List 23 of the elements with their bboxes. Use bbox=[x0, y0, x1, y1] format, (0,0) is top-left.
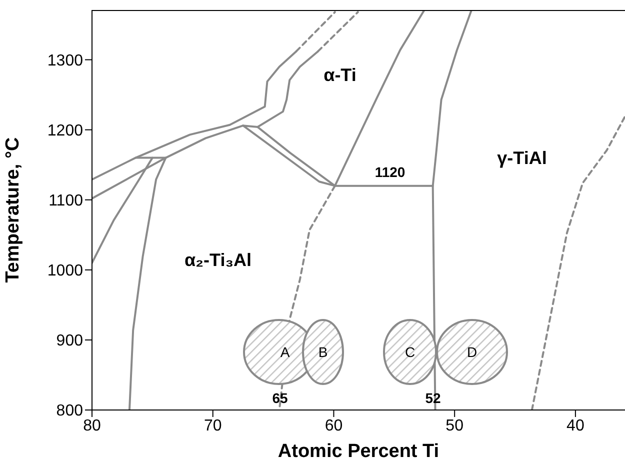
annotation: 52 bbox=[425, 390, 441, 406]
y-tick-label: 1300 bbox=[47, 52, 84, 70]
y-tick-label: 800 bbox=[56, 402, 84, 420]
x-tick-label: 40 bbox=[566, 417, 584, 434]
x-axis-title: Atomic Percent Ti bbox=[278, 441, 440, 462]
y-tick-label: 1100 bbox=[48, 192, 84, 210]
annotation: α₂-Ti₃Al bbox=[184, 250, 252, 270]
annotation: B bbox=[318, 344, 328, 360]
x-tick-label: 70 bbox=[204, 417, 222, 434]
y-axis-title: Temperature, °C bbox=[2, 136, 24, 283]
x-tick-label: 80 bbox=[83, 417, 101, 434]
annotation: C bbox=[404, 344, 416, 360]
x-tick-label: 50 bbox=[446, 417, 464, 434]
annotation: 65 bbox=[272, 390, 288, 406]
annotation: α-Ti bbox=[324, 65, 356, 85]
annotation: D bbox=[466, 344, 478, 360]
y-tick-label: 1000 bbox=[47, 262, 84, 280]
y-tick-label: 900 bbox=[56, 332, 84, 350]
annotation: γ-TiAl bbox=[497, 148, 547, 168]
x-tick-label: 60 bbox=[324, 417, 343, 434]
annotation: A bbox=[280, 344, 290, 360]
y-tick-label: 1200 bbox=[47, 122, 84, 140]
annotation: 1120 bbox=[374, 164, 406, 180]
